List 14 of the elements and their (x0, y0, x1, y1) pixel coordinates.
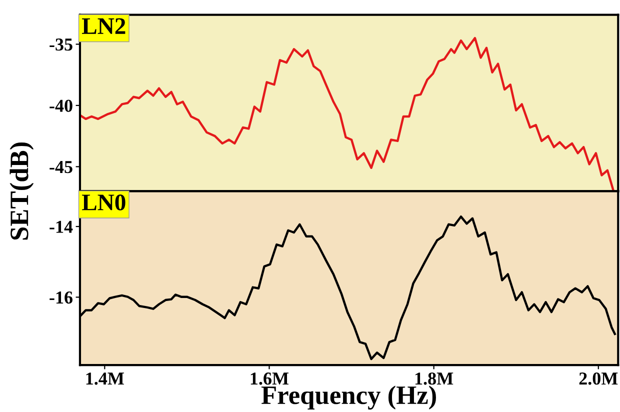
y-tick-label: -35 (50, 38, 72, 51)
y-tick-label: -45 (50, 161, 72, 174)
y-axis-title: SET(dB) (10, 142, 34, 240)
y-tick-label: -40 (50, 100, 72, 112)
x-tick-label: 1.6M (250, 372, 289, 385)
annotation: LN2 (82, 18, 126, 34)
annotation: LN0 (82, 194, 126, 210)
y-tick-label: -14 (50, 220, 73, 233)
x-tick-label: 1.8M (415, 372, 454, 385)
x-axis-title: Frequency (Hz) (261, 386, 436, 410)
x-tick-label: 2.0M (579, 372, 618, 385)
line-series (80, 36, 614, 192)
y-tick-label: -16 (50, 291, 73, 304)
x-tick-label: 1.4M (86, 372, 124, 385)
